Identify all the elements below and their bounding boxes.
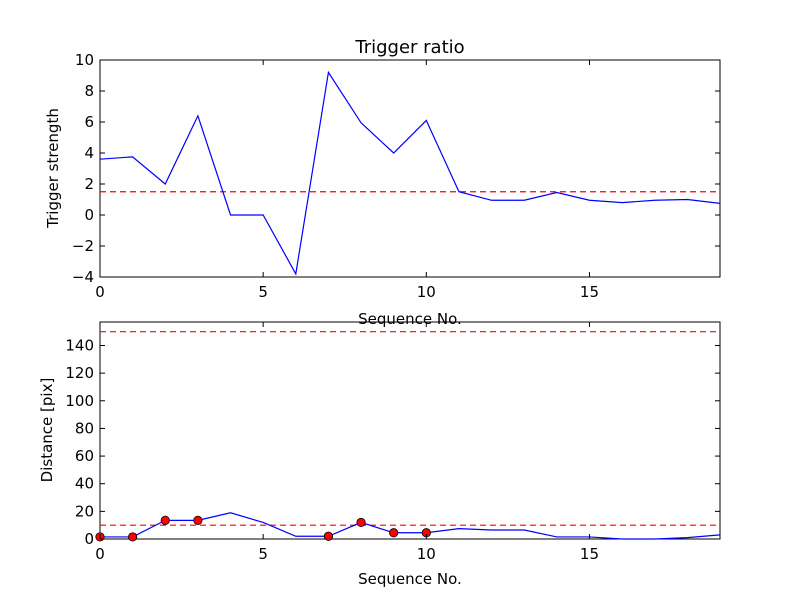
series-line-0 xyxy=(100,512,721,540)
data-point xyxy=(128,532,138,542)
y-axis-label: Trigger strength xyxy=(44,108,62,229)
trigger-ratio-chart: Trigger ratio 0 5 10 15 −4 −2 0 2 4 6 8 10 Sequence… xyxy=(44,37,721,328)
distance-chart: 0 5 10 15 0 20 40 60 80 100 120 140 Sequence No. Di… xyxy=(38,321,721,588)
y-tick-label: 100 xyxy=(65,392,94,410)
y-tick-label: 80 xyxy=(75,419,94,437)
y-tick-label: 8 xyxy=(84,82,94,100)
y-tick-label: 60 xyxy=(75,447,94,465)
y-tick-label: 4 xyxy=(84,144,94,162)
y-tick-label: −2 xyxy=(72,237,94,255)
axis-ticks: 0 5 10 15 0 20 40 60 80 100 120 140 xyxy=(65,322,720,563)
data-point xyxy=(389,528,399,538)
series-line-0 xyxy=(99,70,721,276)
plot-area-frame xyxy=(99,59,721,278)
x-tick-label: 15 xyxy=(580,545,599,563)
y-tick-label: 120 xyxy=(65,364,94,382)
y-tick-label: 6 xyxy=(84,113,94,131)
data-point xyxy=(193,515,203,525)
y-tick-label: 20 xyxy=(75,502,94,520)
plot-area-frame xyxy=(99,321,721,540)
x-axis-label: Sequence No. xyxy=(358,570,462,588)
x-tick-label: 10 xyxy=(417,545,436,563)
plot-marks xyxy=(95,331,721,542)
axis-ticks: 0 5 10 15 −4 −2 0 2 4 6 8 10 xyxy=(72,51,720,301)
x-tick-label: 5 xyxy=(258,283,268,301)
y-tick-label: −4 xyxy=(72,268,94,286)
y-tick-label: 40 xyxy=(75,475,94,493)
plot-marks xyxy=(99,70,721,276)
x-tick-label: 0 xyxy=(95,283,105,301)
data-point xyxy=(160,515,170,525)
y-tick-label: 10 xyxy=(75,51,94,69)
data-point xyxy=(356,517,366,528)
y-tick-label: 0 xyxy=(84,206,94,224)
x-tick-label: 10 xyxy=(417,283,436,301)
x-tick-label: 5 xyxy=(258,545,268,563)
y-tick-label: 2 xyxy=(84,175,94,193)
x-tick-label: 15 xyxy=(580,283,599,301)
y-axis-label: Distance [pix] xyxy=(38,378,56,483)
y-tick-label: 140 xyxy=(65,336,94,354)
x-tick-label: 0 xyxy=(95,545,105,563)
chart-title: Trigger ratio xyxy=(354,37,464,58)
y-tick-label: 0 xyxy=(84,530,94,548)
x-axis-label: Sequence No. xyxy=(358,310,462,328)
data-point xyxy=(323,531,334,541)
